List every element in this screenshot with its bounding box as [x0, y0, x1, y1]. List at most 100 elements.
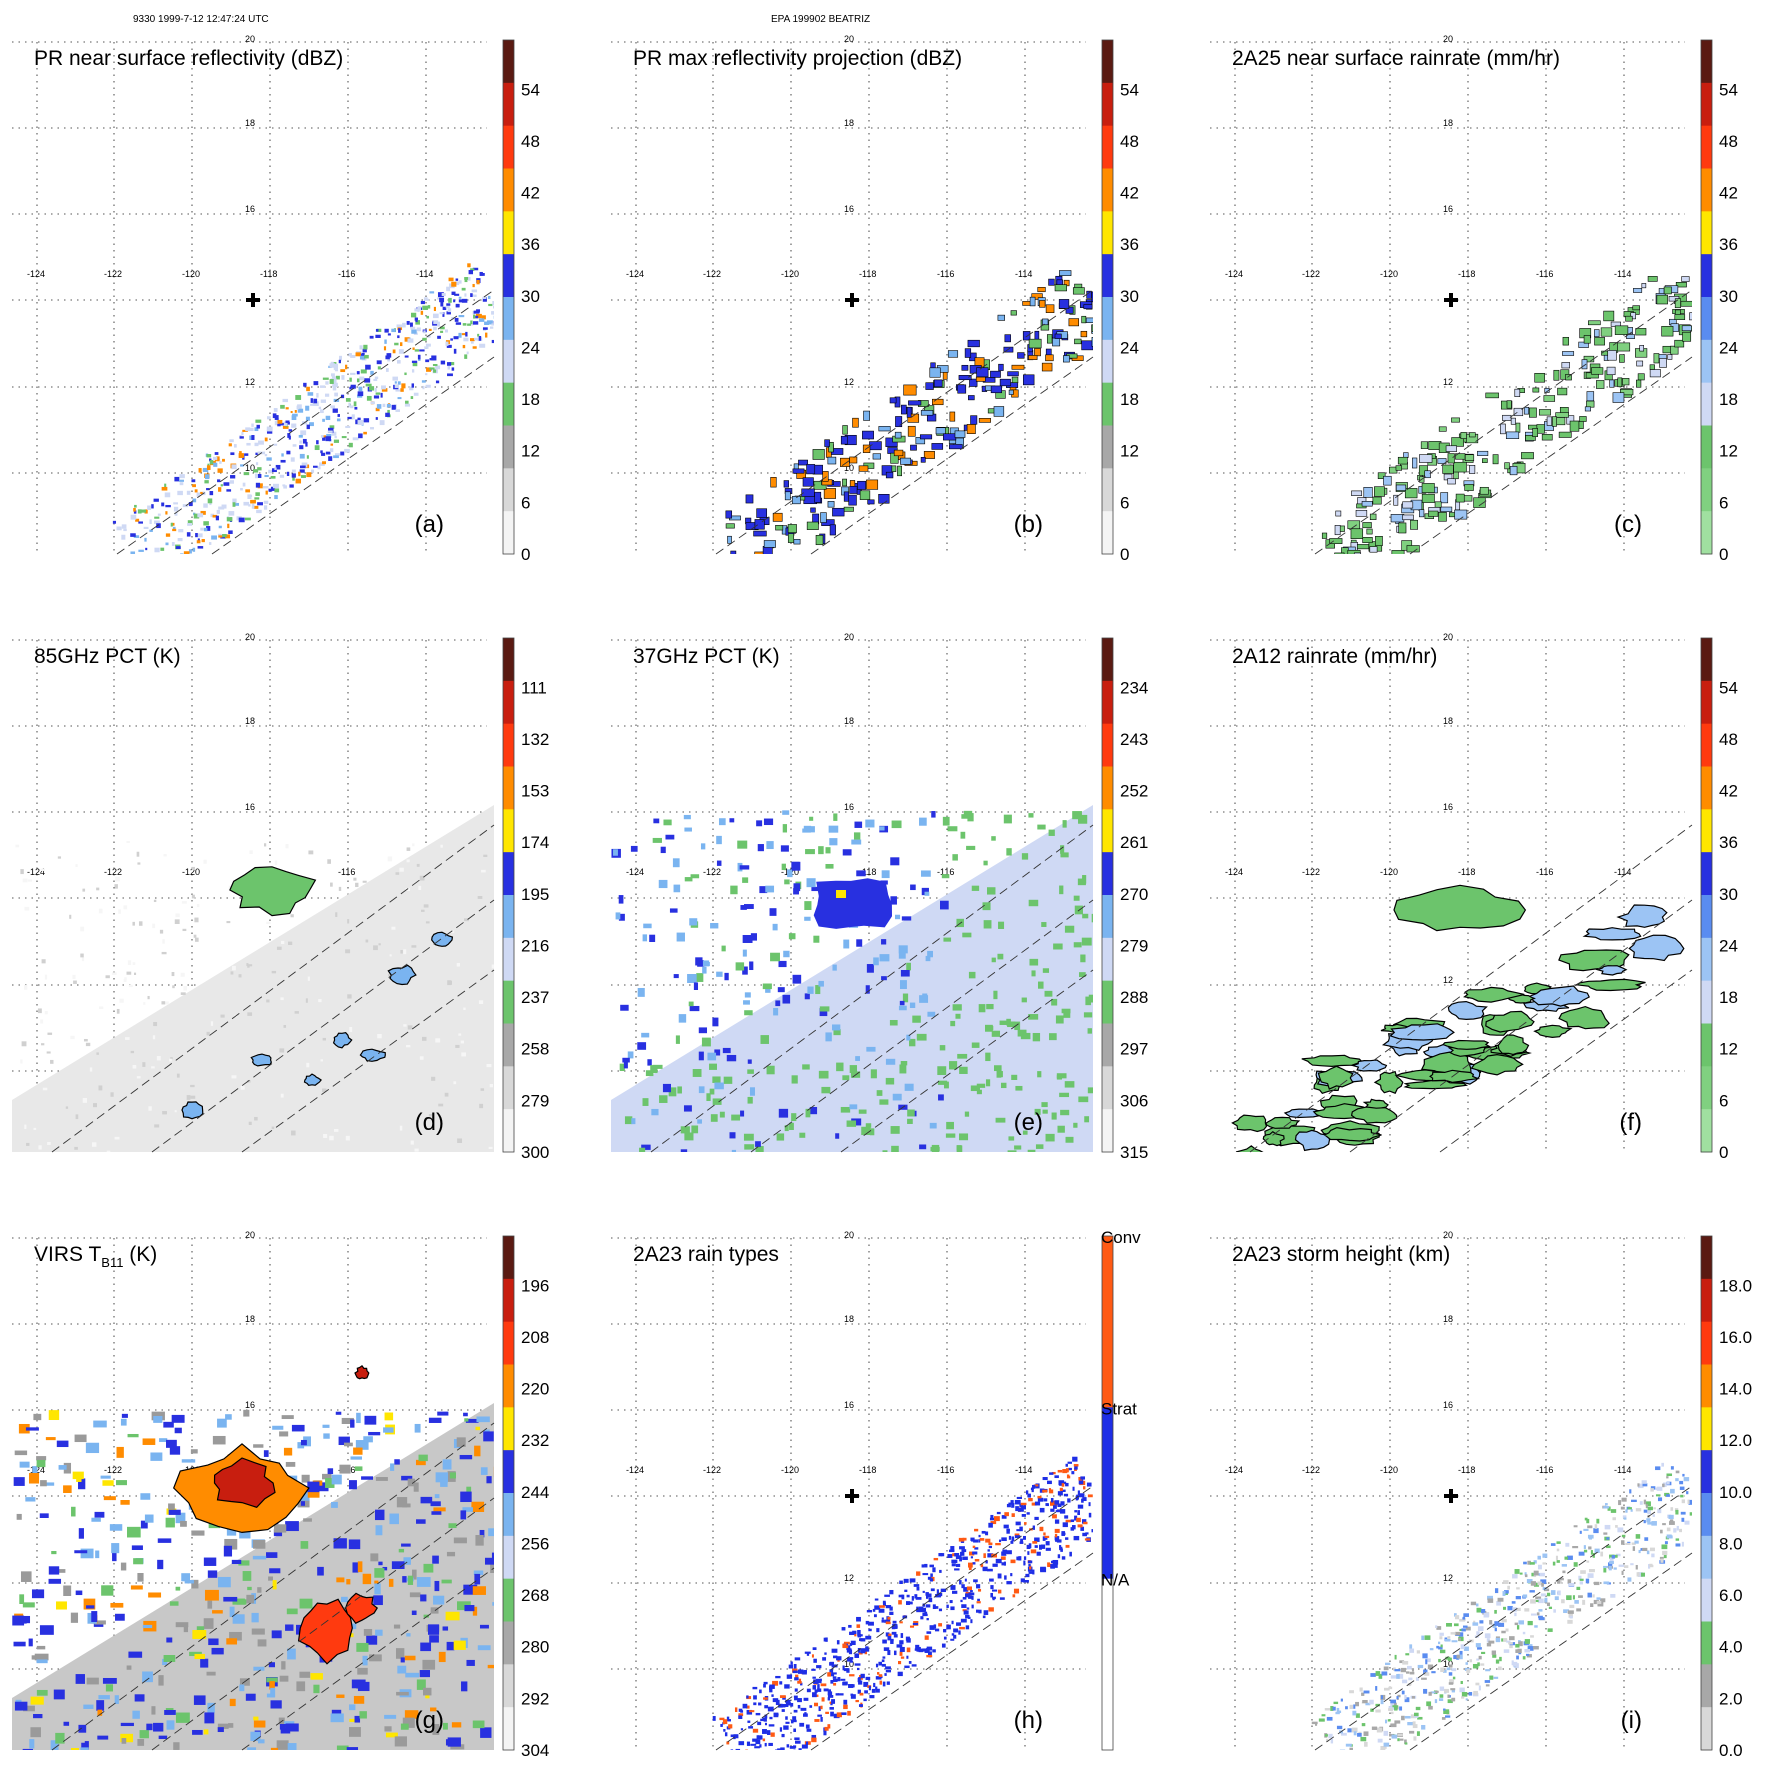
- pixel-mark: [222, 458, 225, 462]
- pixel-mark: [913, 1584, 920, 1587]
- pixel-mark: [242, 429, 248, 432]
- pixel-mark: [1636, 1572, 1640, 1577]
- pixel-mark: [1689, 1512, 1692, 1516]
- pixel-mark: [310, 398, 313, 403]
- pixel-mark: [995, 1542, 1001, 1546]
- pixel-mark: [1379, 562, 1385, 570]
- pixel-mark: [1519, 1641, 1523, 1647]
- pixel-mark: [854, 1663, 861, 1666]
- pixel-mark: [1351, 1727, 1358, 1733]
- pixel-mark: [1375, 1686, 1378, 1691]
- pixel-mark: [878, 1661, 883, 1666]
- pixel-mark: [1404, 1742, 1408, 1745]
- header-orbit-time: 9330 1999-7-12 12:47:24 UTC: [133, 14, 269, 25]
- pixel-mark: [850, 1693, 854, 1696]
- pixel-mark: [1655, 1466, 1661, 1471]
- pixel-mark: [1567, 1619, 1573, 1624]
- pixel-mark: [354, 406, 358, 410]
- pixel-mark: [391, 328, 396, 333]
- colorbar-segment: [503, 1278, 514, 1323]
- pixel-mark: [827, 456, 837, 465]
- pixel-mark: [1453, 1613, 1457, 1617]
- pixel-mark: [292, 444, 297, 447]
- pixel-mark: [797, 1704, 801, 1709]
- pixel-mark: [1529, 1562, 1535, 1565]
- panel-label: (a): [415, 511, 444, 538]
- pixel-mark: [1405, 1671, 1410, 1674]
- pixel-mark: [1636, 360, 1644, 367]
- pixel-mark: [846, 1668, 850, 1673]
- pixel-mark: [803, 1697, 809, 1701]
- pixel-mark: [1559, 1577, 1564, 1581]
- pixel-mark: [1020, 1578, 1025, 1583]
- pixel-mark: [970, 1537, 975, 1541]
- pixel-mark: [1675, 1509, 1679, 1515]
- pixel-mark: [1050, 1560, 1054, 1564]
- pixel-mark: [1539, 1572, 1545, 1577]
- pixel-mark: [392, 349, 396, 354]
- pixel-mark: [1360, 1736, 1367, 1742]
- pixel-mark: [266, 429, 273, 434]
- storm-center-plus-icon: [1444, 293, 1458, 307]
- pixel-mark: [1492, 454, 1499, 465]
- pixel-mark: [1662, 1483, 1665, 1488]
- pixel-mark: [1588, 1535, 1592, 1540]
- pixel-mark: [1390, 1675, 1397, 1679]
- pixel-mark: [1057, 1554, 1061, 1559]
- pixel-mark: [289, 484, 294, 488]
- pixel-mark: [223, 482, 230, 486]
- pixel-mark: [769, 1716, 773, 1720]
- pixel-mark: [1503, 1580, 1509, 1584]
- pixel-mark: [473, 314, 476, 319]
- pixel-mark: [191, 557, 195, 562]
- pixel-mark: [1687, 1499, 1690, 1505]
- pixel-mark: [1631, 1542, 1636, 1545]
- pixel-mark: [1410, 1714, 1417, 1719]
- pixel-mark: [362, 348, 367, 353]
- pixel-mark: [1675, 1478, 1679, 1482]
- pixel-mark: [1076, 1517, 1081, 1523]
- pixel-mark: [1394, 1654, 1397, 1660]
- pixel-mark: [802, 1670, 807, 1675]
- pixel-mark: [255, 492, 260, 496]
- pixel-mark: [1037, 287, 1046, 293]
- panel-label: (b): [1014, 511, 1043, 538]
- pixel-mark: [914, 1594, 918, 1599]
- pixel-mark: [1670, 1488, 1675, 1494]
- pixel-mark: [1579, 1581, 1584, 1585]
- pixel-mark: [1390, 1701, 1395, 1707]
- field-layer: [611, 805, 1093, 1152]
- pixel-mark: [997, 1589, 1002, 1594]
- pixel-mark: [1583, 1549, 1588, 1553]
- pixel-mark: [1584, 1517, 1588, 1521]
- pixel-mark: [1561, 362, 1570, 369]
- pixel-mark: [1557, 1590, 1561, 1596]
- pixel-mark: [897, 465, 902, 477]
- lat-tick-label: 12: [1443, 377, 1453, 387]
- pixel-mark: [444, 329, 448, 333]
- lon-tick-label: -118: [859, 867, 876, 877]
- pixel-mark: [470, 268, 475, 271]
- pixel-mark: [414, 349, 419, 352]
- pixel-mark: [857, 480, 866, 490]
- pixel-mark: [174, 476, 180, 482]
- pixel-mark: [170, 522, 173, 527]
- pixel-mark: [376, 404, 382, 409]
- pixel-mark: [1667, 354, 1673, 360]
- pixel-mark: [1011, 1513, 1015, 1517]
- pixel-mark: [327, 430, 333, 433]
- pixel-mark: [1057, 1503, 1062, 1508]
- pixel-mark: [380, 392, 383, 398]
- pixel-mark: [968, 1595, 973, 1599]
- pixel-mark: [1017, 352, 1025, 359]
- pixel-mark: [1647, 1506, 1653, 1511]
- pixel-mark: [970, 1556, 974, 1559]
- pixel-mark: [725, 510, 733, 519]
- pixel-mark: [1057, 1469, 1063, 1473]
- pixel-mark: [1486, 1638, 1490, 1643]
- pixel-mark: [227, 523, 230, 529]
- pixel-mark: [1588, 1569, 1595, 1573]
- pixel-mark: [1530, 1635, 1534, 1638]
- pixel-mark: [1417, 1716, 1423, 1720]
- pixel-mark: [1625, 1509, 1628, 1513]
